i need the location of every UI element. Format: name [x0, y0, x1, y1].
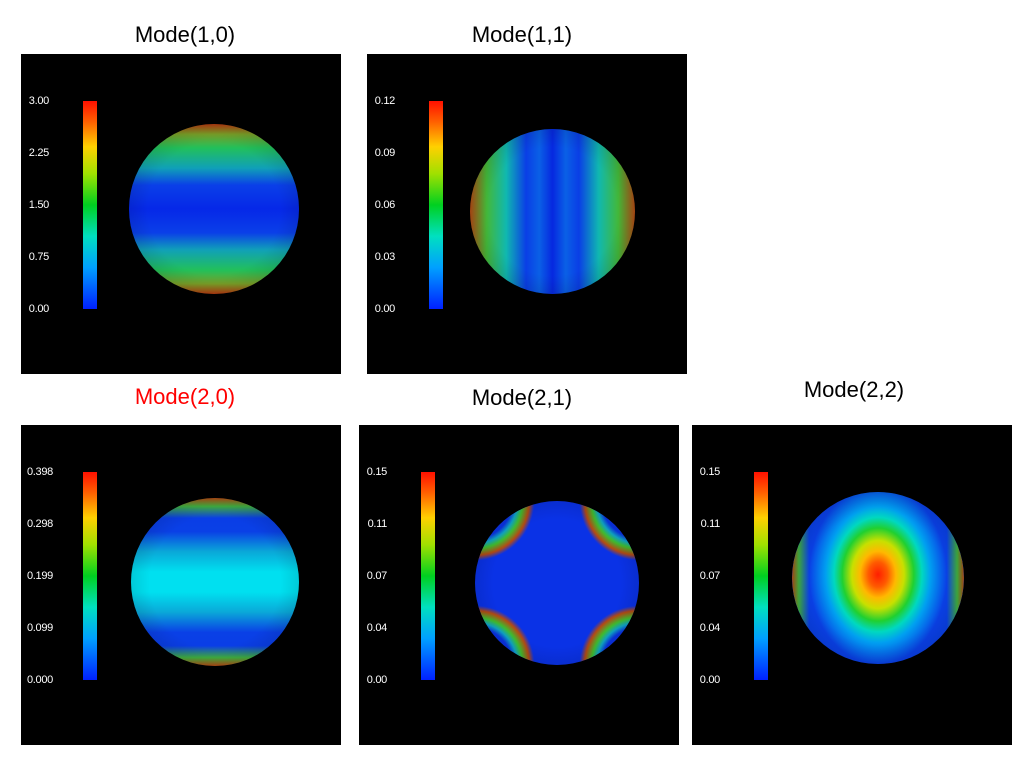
colorbar-tick: 0.00 — [374, 303, 396, 315]
colorbar-tick: 0.00 — [28, 303, 50, 315]
colorbar-tick: 0.75 — [28, 251, 50, 263]
colorbar-tick: 3.00 — [28, 95, 50, 107]
mode-2-1-panel: 0.15 0.11 0.07 0.04 0.00 — [359, 425, 679, 745]
colorbar-tick: 0.00 — [366, 674, 388, 686]
colorbar — [754, 472, 768, 680]
colorbar-tick: 0.03 — [374, 251, 396, 263]
colorbar-tick: 0.099 — [26, 622, 53, 634]
mode-2-2-panel: 0.15 0.11 0.07 0.04 0.00 — [692, 425, 1012, 745]
colorbar-tick: 0.000 — [26, 674, 53, 686]
colorbar-tick: 0.04 — [699, 622, 721, 634]
panel-title: Mode(2,1) — [471, 385, 573, 410]
colorbar-tick: 2.25 — [28, 147, 50, 159]
mode-sphere — [131, 498, 299, 666]
colorbar-tick: 0.15 — [366, 466, 388, 478]
colorbar-tick: 0.09 — [374, 147, 396, 159]
colorbar — [429, 101, 443, 309]
colorbar-tick: 0.12 — [374, 95, 396, 107]
colorbar-tick: 0.11 — [700, 518, 721, 530]
colorbar — [83, 472, 97, 680]
colorbar — [421, 472, 435, 680]
colorbar-tick: 0.298 — [26, 518, 53, 530]
panel-title: Mode(2,2) — [803, 377, 905, 402]
mode-sphere — [792, 492, 964, 664]
mode-sphere — [129, 124, 299, 294]
mode-sphere — [470, 129, 635, 294]
colorbar-tick: 0.07 — [699, 570, 721, 582]
colorbar-tick: 0.199 — [26, 570, 53, 582]
colorbar-tick: 0.11 — [367, 518, 388, 530]
mode-2-0-panel: 0.398 0.298 0.199 0.099 0.000 — [21, 425, 341, 745]
panel-title: Mode(2,0) — [134, 384, 236, 409]
mode-1-0-panel: 3.00 2.25 1.50 0.75 0.00 — [21, 54, 341, 374]
colorbar-tick: 1.50 — [28, 199, 50, 211]
colorbar-tick: 0.398 — [26, 466, 53, 478]
colorbar — [83, 101, 97, 309]
panel-title: Mode(1,1) — [471, 22, 573, 47]
colorbar-tick: 0.07 — [366, 570, 388, 582]
colorbar-tick: 0.06 — [374, 199, 396, 211]
panel-title: Mode(1,0) — [134, 22, 236, 47]
colorbar-tick: 0.04 — [366, 622, 388, 634]
colorbar-tick: 0.15 — [699, 466, 721, 478]
mode-1-1-panel: 0.12 0.09 0.06 0.03 0.00 — [367, 54, 687, 374]
colorbar-tick: 0.00 — [699, 674, 721, 686]
mode-sphere — [475, 501, 639, 665]
